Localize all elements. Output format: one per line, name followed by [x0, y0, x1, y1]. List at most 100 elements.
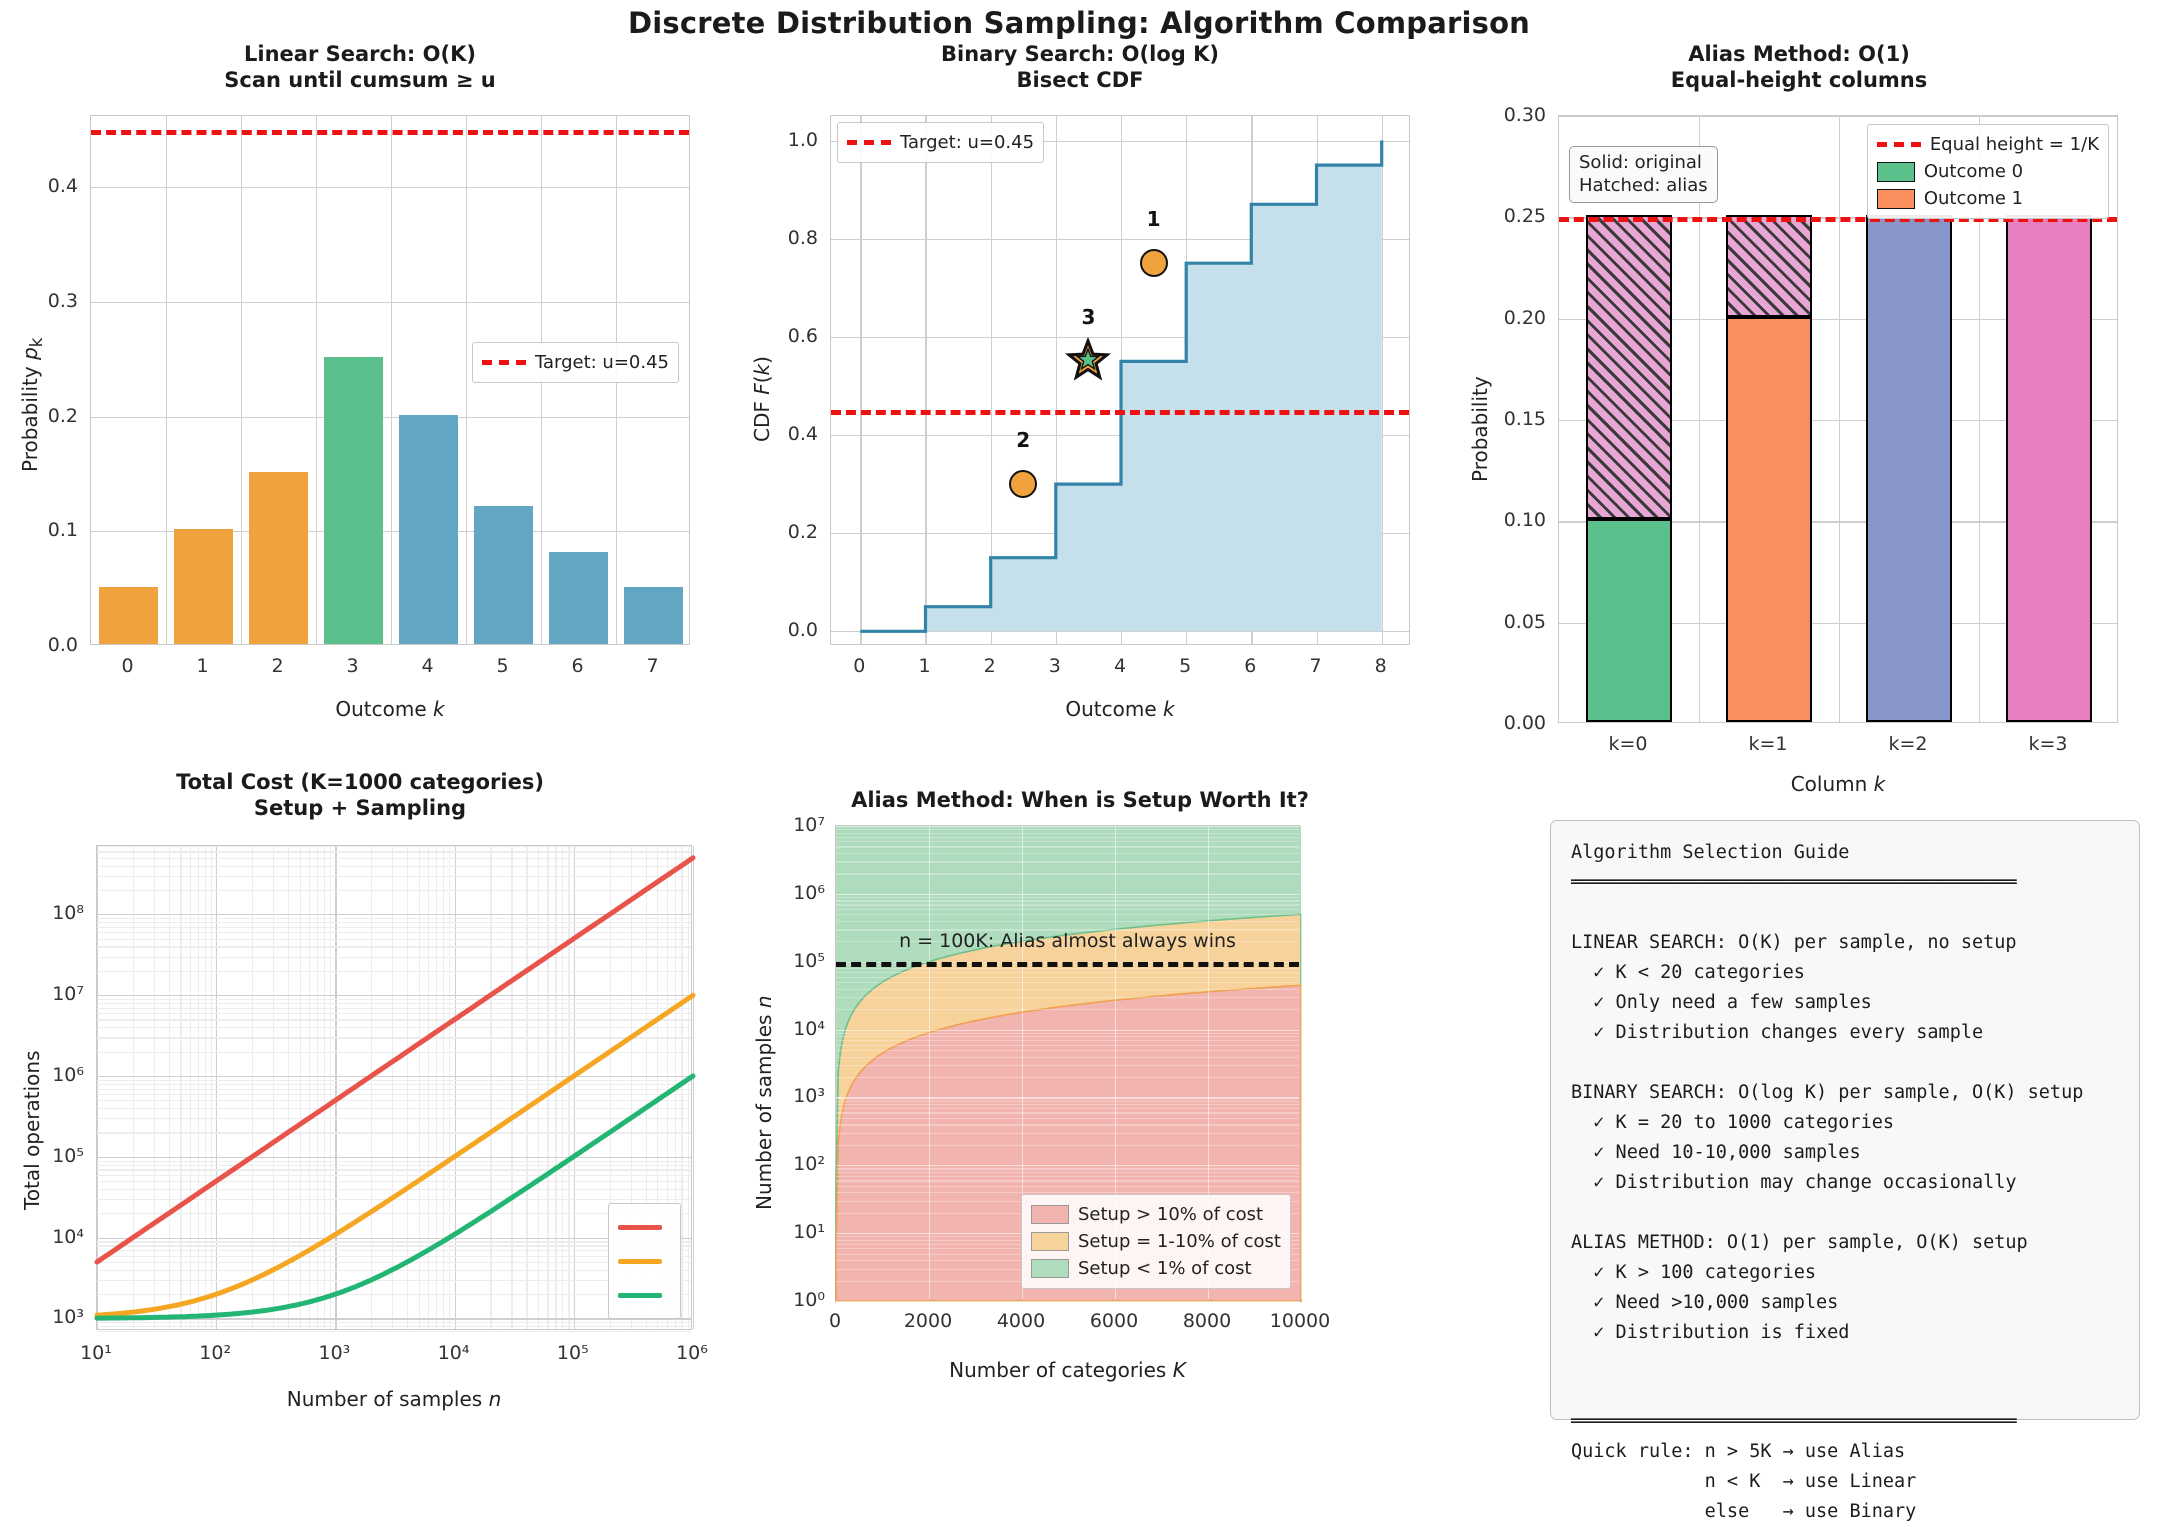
- y-tick-label: 0.20: [1503, 306, 1546, 329]
- x-tick-label: 6: [571, 655, 584, 677]
- y-tick-label: 10⁴: [793, 1017, 825, 1040]
- gridline-y-minor: [836, 900, 1299, 902]
- bar-outcome-0: [99, 586, 158, 644]
- x-tick-label: 1: [918, 655, 931, 677]
- gridline-x: [299, 846, 301, 1329]
- y-tick-label: 0.3: [47, 289, 78, 312]
- y-tick-label: 10⁵: [793, 949, 825, 972]
- gridline-y: [97, 926, 691, 929]
- gridline-x: [308, 846, 311, 1329]
- alias-bar-solid-k=1: [1725, 316, 1813, 722]
- gridline-y-minor: [836, 1044, 1299, 1046]
- gridline-y: [836, 1029, 1299, 1031]
- y-tick-label: 10⁷: [793, 814, 825, 836]
- y-tick-label: 10⁶: [52, 1063, 84, 1086]
- gridline-y: [97, 956, 691, 958]
- gridline-x: [1022, 826, 1024, 1299]
- gridline-y: [97, 1100, 691, 1102]
- regions-legend: Setup > 10% of cost Setup = 1-10% of cost…: [1020, 1194, 1291, 1289]
- color-swatch-icon: [1876, 188, 1915, 209]
- gridline-y: [97, 922, 691, 924]
- x-tick-label: 10³: [318, 1342, 351, 1364]
- gridline-y-minor: [836, 976, 1299, 978]
- gridline-y: [97, 1322, 691, 1324]
- gridline-x: [1208, 826, 1210, 1299]
- legend-row: Target: u=0.45: [847, 129, 1034, 156]
- bar-outcome-1: [174, 529, 233, 644]
- target-hline: [91, 129, 689, 135]
- legend-label: Setup = 1-10% of cost: [1077, 1231, 1281, 1252]
- gridline-x: [1381, 116, 1383, 644]
- gridline-x: [210, 846, 212, 1329]
- gridline-y: [836, 1301, 1299, 1303]
- gridline-y: [97, 857, 691, 859]
- bar-outcome-2: [249, 471, 308, 644]
- legend-label: Equal height = 1/K: [1929, 134, 2099, 155]
- x-tick-label: 7: [646, 655, 659, 677]
- legend-label: Target: u=0.45: [900, 132, 1035, 153]
- legend-row: Target: u=0.45: [481, 349, 669, 376]
- gridline-x: [371, 846, 373, 1329]
- gridline-x: [693, 846, 695, 1329]
- gridline-x: [526, 846, 528, 1329]
- alias-bar-solid-k=0: [1585, 519, 1673, 722]
- gridline-y: [831, 140, 1409, 142]
- y-tick-label: 0.30: [1503, 104, 1546, 126]
- y-tick-label: 0.8: [787, 226, 818, 249]
- probe-step-label-3: 3: [1081, 305, 1096, 330]
- panel-selection-guide: Algorithm Selection Guide ══════════════…: [1440, 770, 2158, 1522]
- y-tick-label: 10³: [793, 1085, 825, 1108]
- alias-plot-area: Equal height = 1/K Outcome 0 Outcome 1 Soli…: [1558, 115, 2118, 723]
- gridline-y: [1559, 622, 2117, 624]
- gridline-y-minor: [836, 914, 1299, 916]
- cost-curves: [94, 855, 696, 1321]
- alias-xlabel: Column k: [1790, 772, 1886, 796]
- gridline-x: [860, 116, 862, 644]
- gridline-x: [657, 846, 659, 1329]
- gridline-x: [323, 846, 326, 1329]
- color-swatch-icon: [1030, 1259, 1069, 1278]
- x-tick-label: 10⁵: [556, 1342, 589, 1364]
- gridline-y-minor: [836, 1185, 1299, 1187]
- gridline-y-minor: [836, 968, 1299, 970]
- gridline-x: [1839, 116, 1841, 722]
- gridline-y-minor: [836, 832, 1299, 834]
- gridline-y-minor: [836, 920, 1299, 923]
- gridline-y: [97, 1075, 691, 1078]
- y-tick-label: 10⁷: [52, 983, 84, 1006]
- y-tick-label: 10⁰: [793, 1289, 825, 1311]
- x-tick-label: 4: [1113, 655, 1127, 677]
- y-tick-label: 0.4: [47, 175, 78, 198]
- probe-marker-star-3: [1065, 337, 1112, 381]
- n-100k-annotation: n = 100K: Alias almost always wins: [899, 929, 1236, 952]
- gridline-y-minor: [836, 1104, 1299, 1106]
- gridline-y: [836, 826, 1299, 828]
- gridline-y: [1559, 318, 2117, 320]
- alias-annotation: Solid: original Hatched: alias: [1569, 146, 1718, 204]
- gridline-y: [97, 1088, 691, 1090]
- gridline-y-minor: [836, 853, 1299, 855]
- gridline-y: [97, 1169, 691, 1171]
- gridline-x: [132, 846, 135, 1329]
- gridline-x: [645, 846, 647, 1329]
- x-tick-label: 0: [828, 1310, 842, 1332]
- gridline-x: [1055, 116, 1058, 644]
- bar-outcome-7: [624, 586, 683, 644]
- gridline-y-minor: [836, 1171, 1299, 1174]
- gridline-x: [204, 846, 206, 1329]
- y-tick-label: 10⁶: [793, 881, 825, 904]
- gridline-y: [97, 1160, 691, 1162]
- gridline-x: [568, 846, 570, 1329]
- panel-linear-search: Linear Search: O(K) Scan until cumsum ≥ …: [0, 42, 720, 742]
- alias-bar-solid-k=2: [1865, 215, 1953, 722]
- x-tick-label: k=3: [2028, 733, 2068, 755]
- figure-suptitle: Discrete Distribution Sampling: Algorith…: [627, 6, 1531, 40]
- gridline-x: [168, 846, 170, 1329]
- gridline-y: [91, 301, 689, 304]
- x-tick-label: 10⁶: [676, 1342, 708, 1364]
- gridline-y: [97, 875, 691, 877]
- gridline-x: [1979, 116, 1981, 722]
- x-tick-label: 6: [1244, 655, 1257, 677]
- gridline-y: [97, 1255, 691, 1257]
- gridline-y-minor: [836, 1100, 1299, 1102]
